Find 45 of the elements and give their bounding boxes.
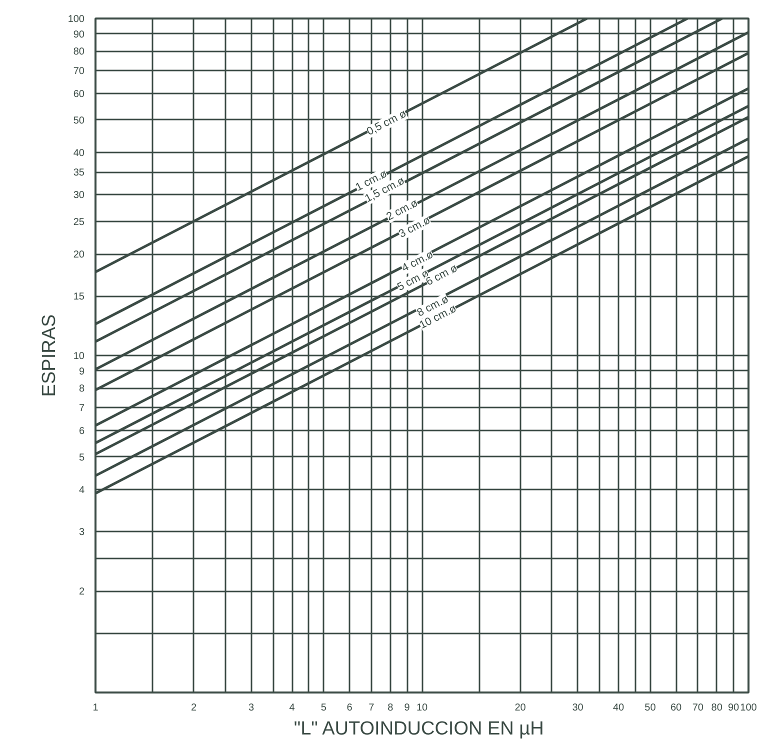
x-tick-label: 50 <box>644 702 656 714</box>
x-tick-label: 40 <box>613 702 625 714</box>
x-tick-label: 1 <box>92 702 99 714</box>
x-tick-label: 2 <box>191 702 198 714</box>
x-tick-label: 80 <box>711 702 723 714</box>
y-tick-label: 3 <box>78 527 85 538</box>
y-axis-title: ESPIRAS <box>38 314 60 397</box>
x-tick-label: 5 <box>320 702 327 714</box>
annotation: 3 cm.ø <box>397 214 433 240</box>
y-tick-label: 10 <box>73 351 85 362</box>
y-tick-label: 70 <box>73 66 85 78</box>
y-tick-label: 25 <box>73 216 85 228</box>
x-tick-label: 7 <box>368 702 375 714</box>
x-tick-label: 100 <box>740 702 758 714</box>
y-tick-label: 15 <box>73 292 85 303</box>
y-tick-label: 4 <box>78 485 85 496</box>
y-tick-label: 7 <box>78 403 85 414</box>
y-tick-label: 80 <box>73 46 85 58</box>
x-tick-label: 90 <box>728 702 740 714</box>
y-tick-label: 100 <box>68 14 85 25</box>
y-tick-label: 40 <box>73 148 85 160</box>
x-tick-label: 9 <box>404 702 410 714</box>
annotation: 2 cm.ø <box>384 196 420 224</box>
x-axis-title: "L" AUTOINDUCCION EN µH <box>294 718 544 740</box>
y-tick-label: 9 <box>78 366 85 378</box>
y-tick-label: 8 <box>78 384 85 395</box>
x-tick-label: 30 <box>572 702 584 714</box>
x-tick-label: 6 <box>346 702 353 714</box>
x-tick-label: 20 <box>514 702 526 714</box>
annotation: 0,5 cm ø <box>365 108 409 138</box>
y-tick-label: 50 <box>73 115 85 126</box>
x-tick-label: 60 <box>670 702 682 714</box>
x-tick-label: 70 <box>692 702 704 714</box>
y-tick-label: 2 <box>78 586 85 598</box>
x-tick-label: 8 <box>388 702 394 714</box>
x-tick-label: 4 <box>289 702 296 714</box>
y-tick-label: 30 <box>73 190 85 202</box>
y-tick-label: 6 <box>78 426 85 437</box>
y-tick-label: 60 <box>73 88 85 100</box>
x-tick-label: 3 <box>248 702 254 714</box>
y-tick-label: 35 <box>73 168 85 179</box>
y-tick-label: 5 <box>78 452 85 464</box>
x-tick-label: 10 <box>416 702 428 714</box>
y-tick-label: 90 <box>73 29 85 40</box>
y-tick-label: 20 <box>73 250 85 261</box>
